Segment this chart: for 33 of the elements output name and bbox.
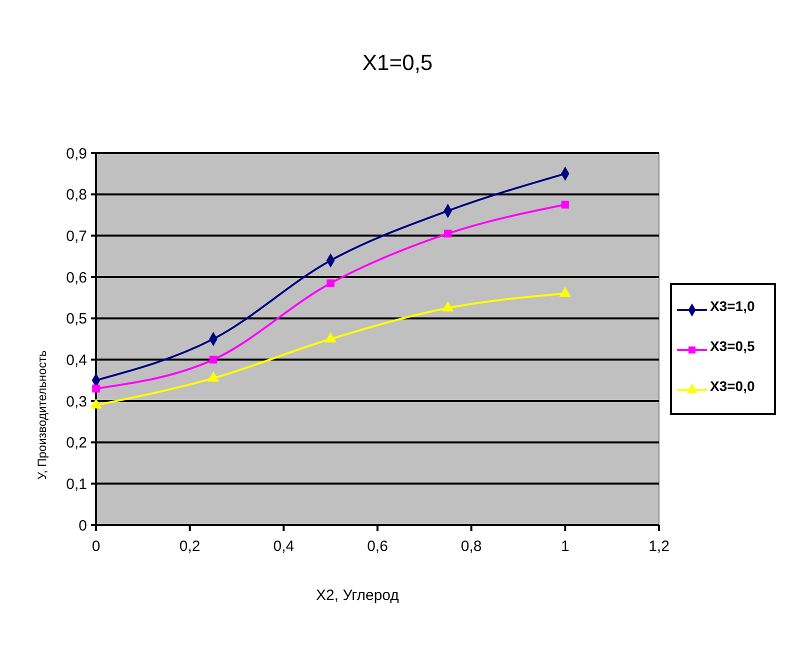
- y-tick-label: 0: [78, 517, 87, 534]
- point: [209, 356, 218, 364]
- y-tick-label: 0,6: [66, 269, 87, 286]
- x-tick-label: 0,6: [367, 538, 388, 555]
- y-tick-label: 0,5: [66, 310, 87, 328]
- point: [324, 332, 336, 342]
- point: [207, 371, 220, 382]
- legend-label: X3=0,0: [710, 378, 755, 394]
- point: [326, 279, 334, 288]
- y-tick-label: 0,7: [66, 228, 87, 245]
- x-tick-label: 1: [560, 538, 570, 555]
- chart-title: X1=0,5: [362, 50, 433, 75]
- point: [442, 301, 454, 312]
- y-tick-label: 0,1: [66, 476, 87, 493]
- point: [444, 230, 452, 238]
- y-tick-label: 0,4: [66, 352, 87, 369]
- x-tick-label: 0,8: [460, 538, 482, 555]
- x-axis-title: X2, Углерод: [316, 587, 400, 604]
- x-tick-label: 0,2: [179, 538, 200, 555]
- point: [90, 398, 102, 409]
- y-tick-label: 0,3: [66, 393, 87, 410]
- x-tick-label: 0,4: [273, 538, 294, 555]
- x-tick-label: 0: [92, 538, 100, 555]
- y-tick-label: 0,8: [66, 186, 87, 204]
- x-tick-label: 1,2: [648, 538, 670, 555]
- y-axis-title: У, Производительность: [35, 350, 49, 480]
- point: [561, 200, 570, 209]
- y-tick-label: 0,9: [66, 145, 87, 162]
- y-tick-label: 0,2: [66, 434, 87, 452]
- legend-label: X3=0,5: [710, 338, 755, 354]
- point: [559, 286, 572, 297]
- legend-label: X3=1,0: [710, 298, 755, 314]
- point: [92, 384, 100, 392]
